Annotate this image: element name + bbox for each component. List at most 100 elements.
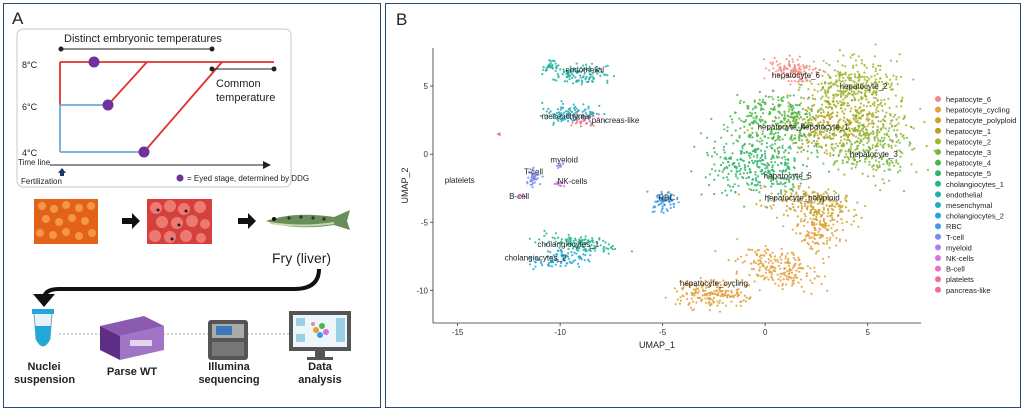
umap-point: [823, 151, 826, 154]
umap-point: [568, 77, 571, 81]
umap-point: [808, 112, 811, 115]
umap-point: [660, 192, 663, 195]
umap-point: [572, 114, 575, 117]
bracket-dot: [209, 66, 215, 72]
umap-point: [776, 273, 779, 276]
umap-point: [830, 116, 833, 119]
umap-point: [653, 210, 656, 213]
umap-point: [835, 100, 838, 103]
umap-point: [835, 142, 838, 145]
umap-point: [791, 108, 794, 111]
umap-point: [793, 80, 796, 83]
umap-point: [881, 156, 884, 159]
umap-point: [807, 186, 810, 189]
umap-point: [669, 206, 672, 210]
umap-point: [738, 117, 741, 120]
umap-point: [852, 151, 855, 154]
umap-point: [866, 79, 869, 82]
umap-point: [682, 286, 685, 289]
umap-point: [865, 81, 868, 84]
umap-point: [842, 129, 845, 132]
umap-point: [868, 163, 871, 166]
umap-point: [590, 73, 593, 76]
umap-point: [568, 116, 571, 119]
umap-point: [798, 199, 801, 202]
umap-point: [574, 105, 577, 108]
umap-point: [882, 123, 885, 126]
umap-point: [789, 83, 792, 86]
umap-point: [539, 114, 542, 118]
umap-point: [876, 87, 879, 90]
umap-point: [553, 237, 557, 240]
umap-point: [827, 86, 831, 89]
umap-point: [590, 244, 593, 247]
umap-point: [567, 233, 570, 236]
umap-point: [794, 209, 797, 212]
umap-point: [736, 158, 739, 161]
umap-point: [804, 77, 807, 80]
umap-point: [755, 115, 758, 118]
temp-label-8: 8°C: [22, 60, 38, 70]
umap-point: [816, 73, 819, 76]
umap-point: [876, 137, 879, 140]
timeline-header: Distinct embryonic temperatures: [64, 33, 222, 45]
umap-point: [574, 259, 577, 262]
umap-point: [872, 133, 875, 136]
eyed-stage-dot-8c: [88, 56, 100, 68]
umap-point: [777, 137, 780, 140]
umap-point: [555, 79, 558, 82]
umap-point: [720, 191, 724, 194]
umap-point: [598, 67, 601, 70]
umap-point: [884, 102, 887, 106]
umap-point: [809, 108, 812, 111]
umap-point: [811, 115, 814, 118]
umap-point: [836, 144, 840, 148]
umap-point: [532, 268, 535, 271]
umap-point: [831, 147, 834, 150]
umap-point: [874, 67, 877, 70]
umap-point: [800, 134, 803, 138]
umap-point: [809, 279, 812, 282]
umap-point: [839, 149, 842, 152]
umap-point: [739, 149, 742, 153]
umap-point: [857, 79, 860, 82]
legend-label: hepatocyte_1: [946, 127, 991, 136]
umap-point: [809, 247, 812, 250]
umap-point: [863, 71, 866, 74]
umap-point: [761, 153, 764, 157]
umap-point: [760, 204, 763, 207]
arrow-right-icon: [122, 213, 140, 229]
umap-point: [818, 212, 821, 215]
umap-point: [835, 84, 838, 87]
umap-point: [711, 291, 714, 295]
umap-point: [776, 64, 779, 67]
umap-point: [795, 269, 798, 272]
umap-point: [743, 131, 746, 134]
umap-point: [749, 134, 752, 137]
umap-point: [741, 281, 744, 284]
umap-point: [784, 169, 787, 172]
umap-point: [811, 240, 814, 243]
umap-point: [756, 163, 759, 166]
umap-point: [563, 259, 566, 262]
umap-point: [863, 125, 866, 129]
umap-point: [704, 297, 707, 300]
umap-point: [880, 120, 883, 123]
umap-point: [699, 132, 703, 135]
umap-point: [705, 301, 708, 304]
umap-point: [890, 159, 893, 162]
umap-point: [821, 108, 824, 111]
umap-point: [793, 125, 796, 128]
umap-point: [828, 103, 831, 106]
umap-point: [810, 292, 813, 295]
umap-point: [831, 202, 834, 205]
umap-point: [773, 255, 777, 258]
umap-point: [794, 141, 797, 144]
umap-point: [850, 89, 853, 92]
umap-point: [841, 64, 844, 67]
umap-point: [578, 265, 581, 268]
umap-point: [759, 156, 762, 160]
umap-point: [551, 236, 554, 239]
umap-point: [599, 244, 602, 247]
umap-point: [771, 251, 774, 254]
